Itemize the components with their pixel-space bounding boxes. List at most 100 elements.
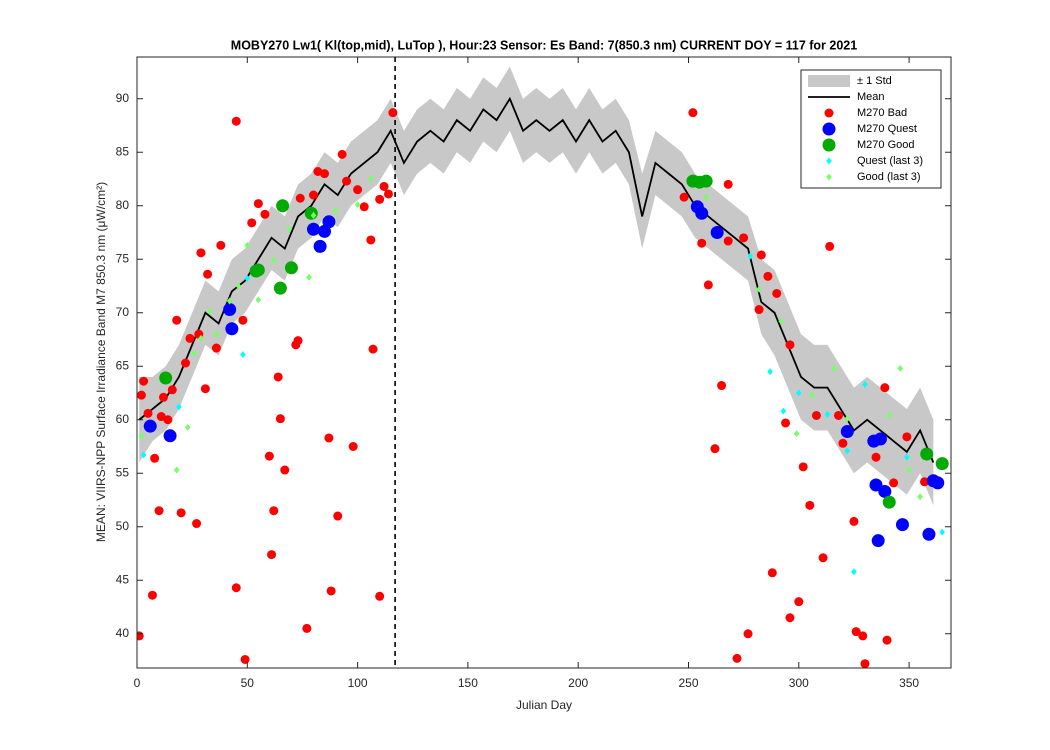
point	[873, 432, 887, 446]
point	[833, 410, 843, 420]
legend-label: M270 Quest	[857, 123, 917, 135]
point	[818, 553, 828, 563]
point	[794, 597, 804, 607]
point	[851, 627, 861, 637]
point	[732, 653, 742, 663]
point	[231, 583, 241, 593]
point	[247, 218, 257, 228]
point	[931, 476, 945, 490]
point	[139, 376, 149, 386]
point	[359, 202, 369, 212]
point	[332, 207, 339, 215]
point	[154, 506, 164, 516]
point	[273, 281, 287, 295]
point	[320, 169, 330, 179]
point	[354, 201, 361, 209]
point	[935, 457, 949, 471]
legend-label: Mean	[857, 91, 885, 103]
point	[793, 430, 800, 438]
point	[150, 453, 160, 463]
point	[251, 263, 265, 277]
point	[767, 368, 773, 376]
point	[717, 381, 727, 391]
point	[173, 466, 180, 474]
point	[756, 250, 766, 260]
point	[368, 344, 378, 354]
point	[200, 384, 210, 394]
point	[176, 403, 182, 411]
point	[172, 315, 182, 325]
point	[342, 176, 352, 186]
point	[811, 410, 821, 420]
point	[260, 209, 270, 219]
point	[695, 206, 709, 220]
x-tick-label: 50	[241, 676, 255, 690]
point	[184, 423, 191, 431]
point	[270, 256, 277, 264]
point	[710, 444, 720, 454]
point	[147, 590, 157, 600]
point	[844, 415, 851, 423]
point	[778, 317, 784, 325]
chart-title: MOBY270 Lw1( Kl(top,mid), LuTop ), Hour:…	[231, 38, 857, 52]
y-tick-label: 70	[116, 305, 130, 319]
legend-label: M270 Bad	[857, 107, 907, 119]
point	[851, 568, 857, 576]
x-tick-label: 350	[899, 676, 919, 690]
y-axis-label: MEAN: VIIRS-NPP Surface Irradiance Band …	[94, 182, 108, 542]
point	[198, 334, 204, 342]
point	[902, 432, 912, 442]
point	[302, 623, 312, 633]
point	[326, 586, 336, 596]
point	[375, 194, 385, 204]
point	[840, 425, 854, 439]
point	[862, 380, 868, 388]
point	[191, 349, 198, 357]
point	[324, 433, 334, 443]
point	[185, 333, 195, 343]
point	[795, 389, 802, 397]
point	[825, 241, 835, 251]
x-axis-label: Julian Day	[516, 698, 572, 712]
legend-label: Good (last 3)	[857, 171, 921, 183]
point	[304, 206, 318, 220]
point	[216, 240, 226, 250]
point	[860, 659, 870, 668]
point	[231, 116, 241, 126]
point	[337, 149, 347, 159]
point	[306, 222, 320, 236]
point	[897, 364, 904, 372]
point	[238, 315, 248, 325]
point	[703, 193, 709, 201]
point	[163, 415, 173, 425]
point	[882, 635, 892, 645]
legend-swatch	[822, 138, 836, 152]
point	[871, 534, 885, 548]
point	[240, 654, 250, 664]
point	[158, 392, 168, 402]
point	[181, 358, 191, 368]
point	[240, 350, 246, 358]
point	[831, 364, 837, 372]
x-tick-label: 300	[789, 676, 809, 690]
point	[939, 528, 945, 536]
point	[273, 372, 283, 382]
point	[781, 418, 791, 428]
point	[203, 269, 213, 279]
point	[871, 452, 881, 462]
x-tick-label: 100	[348, 676, 368, 690]
point	[143, 408, 153, 418]
y-tick-label: 85	[116, 144, 130, 158]
point	[878, 484, 892, 498]
point	[140, 451, 147, 459]
point	[388, 108, 398, 118]
axes-box	[136, 56, 952, 669]
point	[798, 462, 808, 472]
point	[805, 500, 815, 510]
point	[196, 248, 206, 258]
y-tick-label: 80	[116, 198, 130, 212]
point	[895, 518, 909, 532]
point	[383, 189, 393, 199]
point	[889, 478, 899, 488]
